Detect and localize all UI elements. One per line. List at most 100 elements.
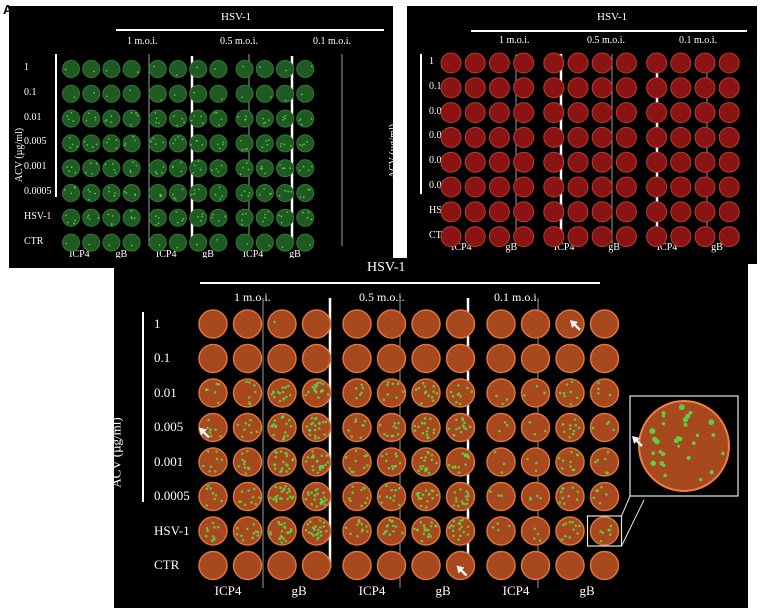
green-well — [296, 109, 315, 128]
green-well — [255, 134, 274, 153]
green-well — [102, 184, 121, 202]
green-well — [82, 84, 101, 103]
green-well — [102, 208, 121, 227]
green-well — [82, 184, 101, 202]
red-well — [718, 126, 740, 148]
red-well — [567, 102, 589, 124]
green-well-grid — [62, 54, 343, 252]
green-row-label: 0.001 — [24, 161, 47, 173]
green-well — [276, 84, 294, 103]
green-well — [255, 109, 274, 128]
green-well — [169, 84, 187, 103]
zoom-connector-line — [621, 499, 645, 547]
merge-well-grid — [198, 298, 739, 588]
green-well — [148, 109, 167, 128]
merge-well — [520, 343, 551, 374]
green-well — [276, 233, 294, 252]
green-moi-1: 1 m.o.i. — [127, 36, 158, 47]
red-well — [694, 102, 716, 124]
merge-well — [232, 516, 263, 546]
merge-well — [486, 309, 516, 339]
green-well — [102, 109, 121, 128]
merge-column-label: gB — [291, 583, 307, 598]
red-well — [488, 52, 510, 74]
green-column-label: ICP4 — [69, 249, 90, 260]
red-row-label: 1 — [429, 56, 434, 67]
red-plate-image: HSV-1 1 m.o.i. 0.5 m.o.i. 0.1 m.o.i. ACV… — [388, 6, 757, 264]
red-moi-0.1: 0.1 m.o.i. — [679, 35, 718, 46]
green-well — [189, 233, 208, 252]
merge-well — [376, 447, 407, 477]
red-well — [488, 151, 510, 173]
green-well — [209, 233, 228, 252]
green-well — [189, 184, 208, 202]
merge-well — [445, 516, 476, 546]
red-well — [694, 52, 716, 74]
merge-well — [232, 550, 263, 581]
merge-well — [411, 412, 441, 443]
red-well — [591, 226, 613, 248]
green-well — [122, 84, 141, 103]
merge-well — [411, 516, 441, 546]
red-row-label: 0.1 — [429, 80, 442, 92]
red-well — [615, 52, 637, 74]
red-well — [543, 52, 565, 74]
merge-well — [411, 481, 441, 512]
red-well — [646, 151, 668, 173]
merge-well — [342, 309, 372, 339]
merge-virus-label: HSV-1 — [367, 260, 406, 275]
merge-moi-0.5: 0.5 m.o.i. — [359, 290, 405, 304]
red-well — [488, 77, 510, 99]
merge-well — [232, 343, 263, 374]
green-well — [276, 208, 294, 227]
green-well — [255, 60, 274, 78]
merge-well — [555, 481, 585, 512]
merge-well — [520, 412, 551, 443]
merge-row-label: 1 — [154, 315, 161, 331]
red-well — [670, 151, 692, 173]
merge-well — [445, 447, 476, 477]
red-well — [440, 126, 462, 148]
merge-well — [411, 343, 441, 374]
red-well — [646, 52, 668, 74]
red-well — [464, 151, 486, 173]
green-well — [255, 84, 274, 103]
merge-column-label: ICP4 — [214, 583, 242, 598]
red-well — [513, 102, 535, 124]
merge-well — [520, 309, 551, 339]
green-well — [209, 159, 228, 178]
merge-well — [445, 378, 476, 408]
red-well — [591, 77, 613, 99]
green-well — [235, 134, 254, 153]
green-well — [296, 159, 315, 178]
red-well — [694, 77, 716, 99]
green-well — [82, 134, 101, 153]
red-well — [440, 77, 462, 99]
merge-row-label: 0.005 — [154, 419, 184, 434]
merge-well — [267, 550, 297, 581]
merge-row-label: 0.1 — [154, 350, 171, 365]
merge-virus-bracket — [200, 282, 600, 284]
merge-well — [342, 447, 372, 477]
green-well — [296, 208, 315, 227]
green-well — [189, 84, 208, 103]
merge-well — [486, 516, 516, 546]
merge-well — [267, 412, 297, 443]
green-column-label: gB — [202, 249, 214, 260]
red-well — [543, 126, 565, 148]
merge-well — [486, 378, 516, 408]
merge-well — [411, 378, 441, 408]
red-well — [513, 201, 535, 223]
red-well — [440, 102, 462, 124]
zoomed-well — [638, 400, 730, 492]
merge-well — [486, 481, 516, 512]
green-well — [169, 208, 187, 227]
red-well — [543, 102, 565, 124]
merge-plate-image: HSV-1 1 m.o.i. 0.5 m.o.i. 0.1 m.o.i. ACV… — [109, 258, 748, 608]
merge-row-label: CTR — [154, 557, 180, 572]
merge-well — [411, 447, 441, 477]
red-well — [646, 201, 668, 223]
merge-well — [342, 378, 372, 408]
merge-row-label: HSV-1 — [154, 522, 190, 538]
red-well — [464, 77, 486, 99]
